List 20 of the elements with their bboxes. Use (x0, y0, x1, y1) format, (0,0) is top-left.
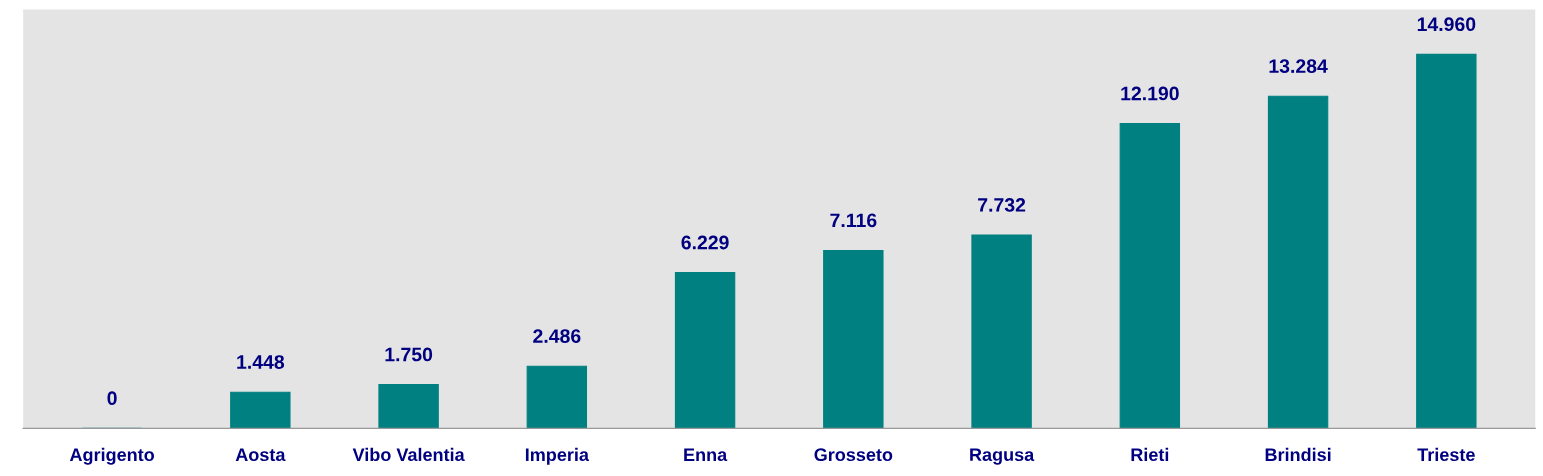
x-tick-label: Enna (684, 448, 728, 462)
data-label: 7.116 (830, 213, 877, 228)
data-label: 14.960 (1417, 17, 1476, 32)
x-tick-label: Grosseto (814, 448, 893, 462)
x-tick-label: Rieti (1131, 447, 1169, 462)
data-label: 12.190 (1121, 86, 1179, 101)
x-tick-label: Aosta (235, 448, 286, 462)
x-tick-label: Trieste (1417, 447, 1475, 462)
data-label: 0 (107, 391, 117, 406)
x-tick-label: Ragusa (970, 448, 1035, 465)
x-tick-label: Brindisi (1265, 447, 1331, 462)
data-label: 7.732 (978, 198, 1026, 212)
data-label: 6.229 (681, 235, 729, 250)
data-label: 1.448 (237, 355, 285, 369)
x-tick-label: Imperia (525, 447, 590, 465)
data-label: 13.284 (1269, 59, 1328, 74)
x-tick-label: Vibo Valentia (352, 447, 465, 462)
data-label: 2.486 (533, 329, 581, 343)
x-tick-label: Agrigento (69, 447, 155, 465)
data-label: 1.750 (385, 347, 433, 362)
